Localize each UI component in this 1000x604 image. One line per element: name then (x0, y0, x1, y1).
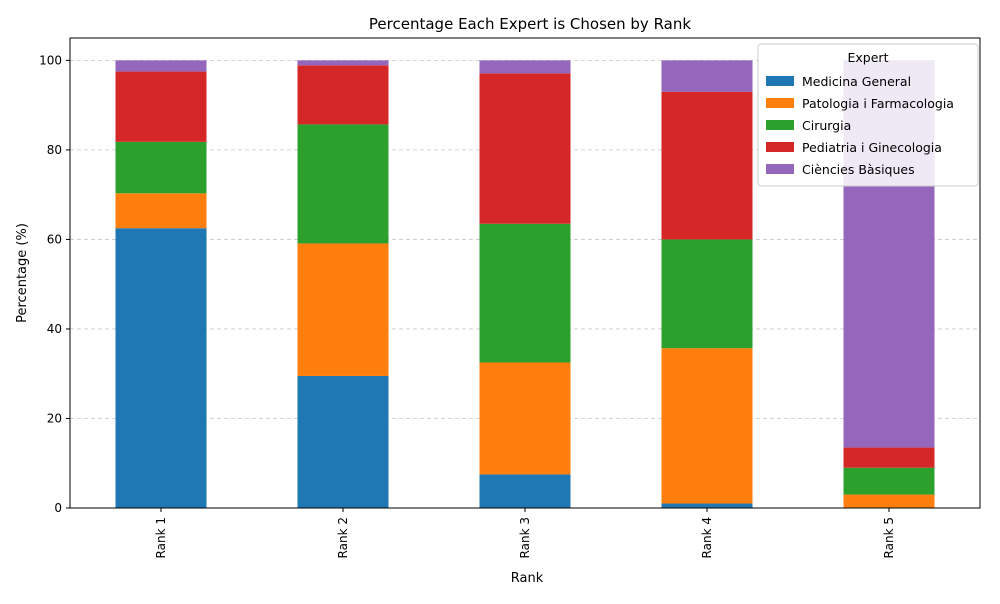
y-tick-label: 20 (47, 411, 62, 425)
y-tick-label: 40 (47, 322, 62, 336)
legend-swatch (766, 120, 794, 130)
y-tick-label: 0 (54, 501, 62, 515)
x-axis-ticks: Rank 1 Rank 2 Rank 3 Rank 4 Rank 5 (154, 508, 896, 558)
x-axis-label: Rank (511, 571, 544, 586)
bar-segment (843, 467, 935, 495)
bar-segment (297, 60, 389, 66)
y-axis-ticks: 0 20 40 60 80 100 (39, 53, 70, 515)
legend-entry: Patologia i Farmacologia (802, 96, 954, 111)
y-axis-label: Percentage (%) (15, 223, 30, 323)
bar-segment (661, 348, 753, 504)
y-tick-label: 100 (39, 53, 62, 67)
legend-swatch (766, 164, 794, 174)
bars (115, 60, 935, 508)
bar-segment (297, 65, 389, 125)
x-tick-label: Rank 1 (154, 517, 168, 558)
bar-segment (297, 124, 389, 244)
x-tick-label: Rank 4 (700, 517, 714, 558)
bar-segment (297, 375, 389, 508)
legend-swatch (766, 98, 794, 108)
legend-entry: Cirurgia (802, 118, 851, 133)
bar-segment (661, 239, 753, 349)
bar-segment (843, 447, 935, 468)
legend-entry: Medicina General (802, 74, 911, 89)
x-tick-label: Rank 2 (336, 517, 350, 558)
bar-segment (479, 223, 571, 363)
x-tick-label: Rank 5 (882, 517, 896, 558)
bar-segment (297, 243, 389, 376)
bar-segment (479, 60, 571, 74)
bar-segment (115, 141, 207, 194)
bar-segment (479, 362, 571, 475)
bar-segment (661, 503, 753, 508)
legend-box (757, 43, 979, 187)
bar-segment (115, 228, 207, 508)
legend-swatch (766, 76, 794, 86)
x-tick-label: Rank 3 (518, 517, 532, 558)
y-tick-label: 80 (47, 143, 62, 157)
bar-segment (843, 494, 935, 508)
legend: Expert Medicina General Patologia i Farmac… (757, 43, 979, 187)
chart-title: Percentage Each Expert is Chosen by Rank (369, 15, 691, 33)
legend-swatch (766, 142, 794, 152)
bar-segment (661, 60, 753, 92)
legend-entry: Pediatria i Ginecologia (802, 140, 942, 155)
bar-segment (479, 73, 571, 224)
bar-segment (115, 193, 207, 229)
bar-segment (115, 60, 207, 72)
legend-title: Expert (848, 50, 889, 65)
bar-segment (661, 91, 753, 240)
legend-entry: Ciències Bàsiques (802, 162, 915, 177)
bar-segment (479, 474, 571, 508)
y-tick-label: 60 (47, 232, 62, 246)
bar-segment (115, 71, 207, 142)
